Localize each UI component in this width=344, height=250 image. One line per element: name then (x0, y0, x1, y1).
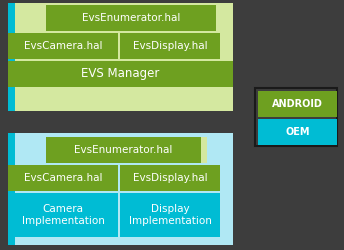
Bar (120, 193, 220, 237)
Bar (255, 88, 337, 146)
Text: EvsEnumerator.hal: EvsEnumerator.hal (82, 13, 180, 23)
Text: EvsEnumerator.hal: EvsEnumerator.hal (74, 145, 173, 155)
Bar (46, 5, 216, 31)
Bar (185, 33, 221, 59)
Text: EvsDisplay.hal: EvsDisplay.hal (133, 173, 207, 183)
Text: EvsCamera.hal: EvsCamera.hal (24, 41, 102, 51)
Bar (8, 61, 233, 87)
Bar (8, 33, 118, 59)
Text: Display
Implementation: Display Implementation (129, 204, 212, 226)
Bar (8, 133, 15, 245)
Bar (171, 165, 207, 191)
Text: OEM: OEM (285, 127, 310, 137)
Bar (171, 137, 207, 163)
Bar (8, 165, 118, 191)
Bar (8, 133, 233, 245)
Text: EvsCamera.hal: EvsCamera.hal (24, 173, 102, 183)
Bar (46, 137, 201, 163)
Text: EVS Manager: EVS Manager (81, 68, 160, 80)
Bar (258, 91, 337, 117)
Text: EvsDisplay.hal: EvsDisplay.hal (133, 41, 207, 51)
Bar (120, 165, 220, 191)
Bar (8, 3, 15, 111)
Bar (171, 193, 207, 237)
Bar (258, 119, 337, 145)
Text: Camera
Implementation: Camera Implementation (22, 204, 105, 226)
Bar (8, 193, 118, 237)
Text: ANDROID: ANDROID (272, 99, 323, 109)
Bar (8, 3, 233, 111)
Bar (185, 5, 221, 31)
Bar (120, 33, 220, 59)
